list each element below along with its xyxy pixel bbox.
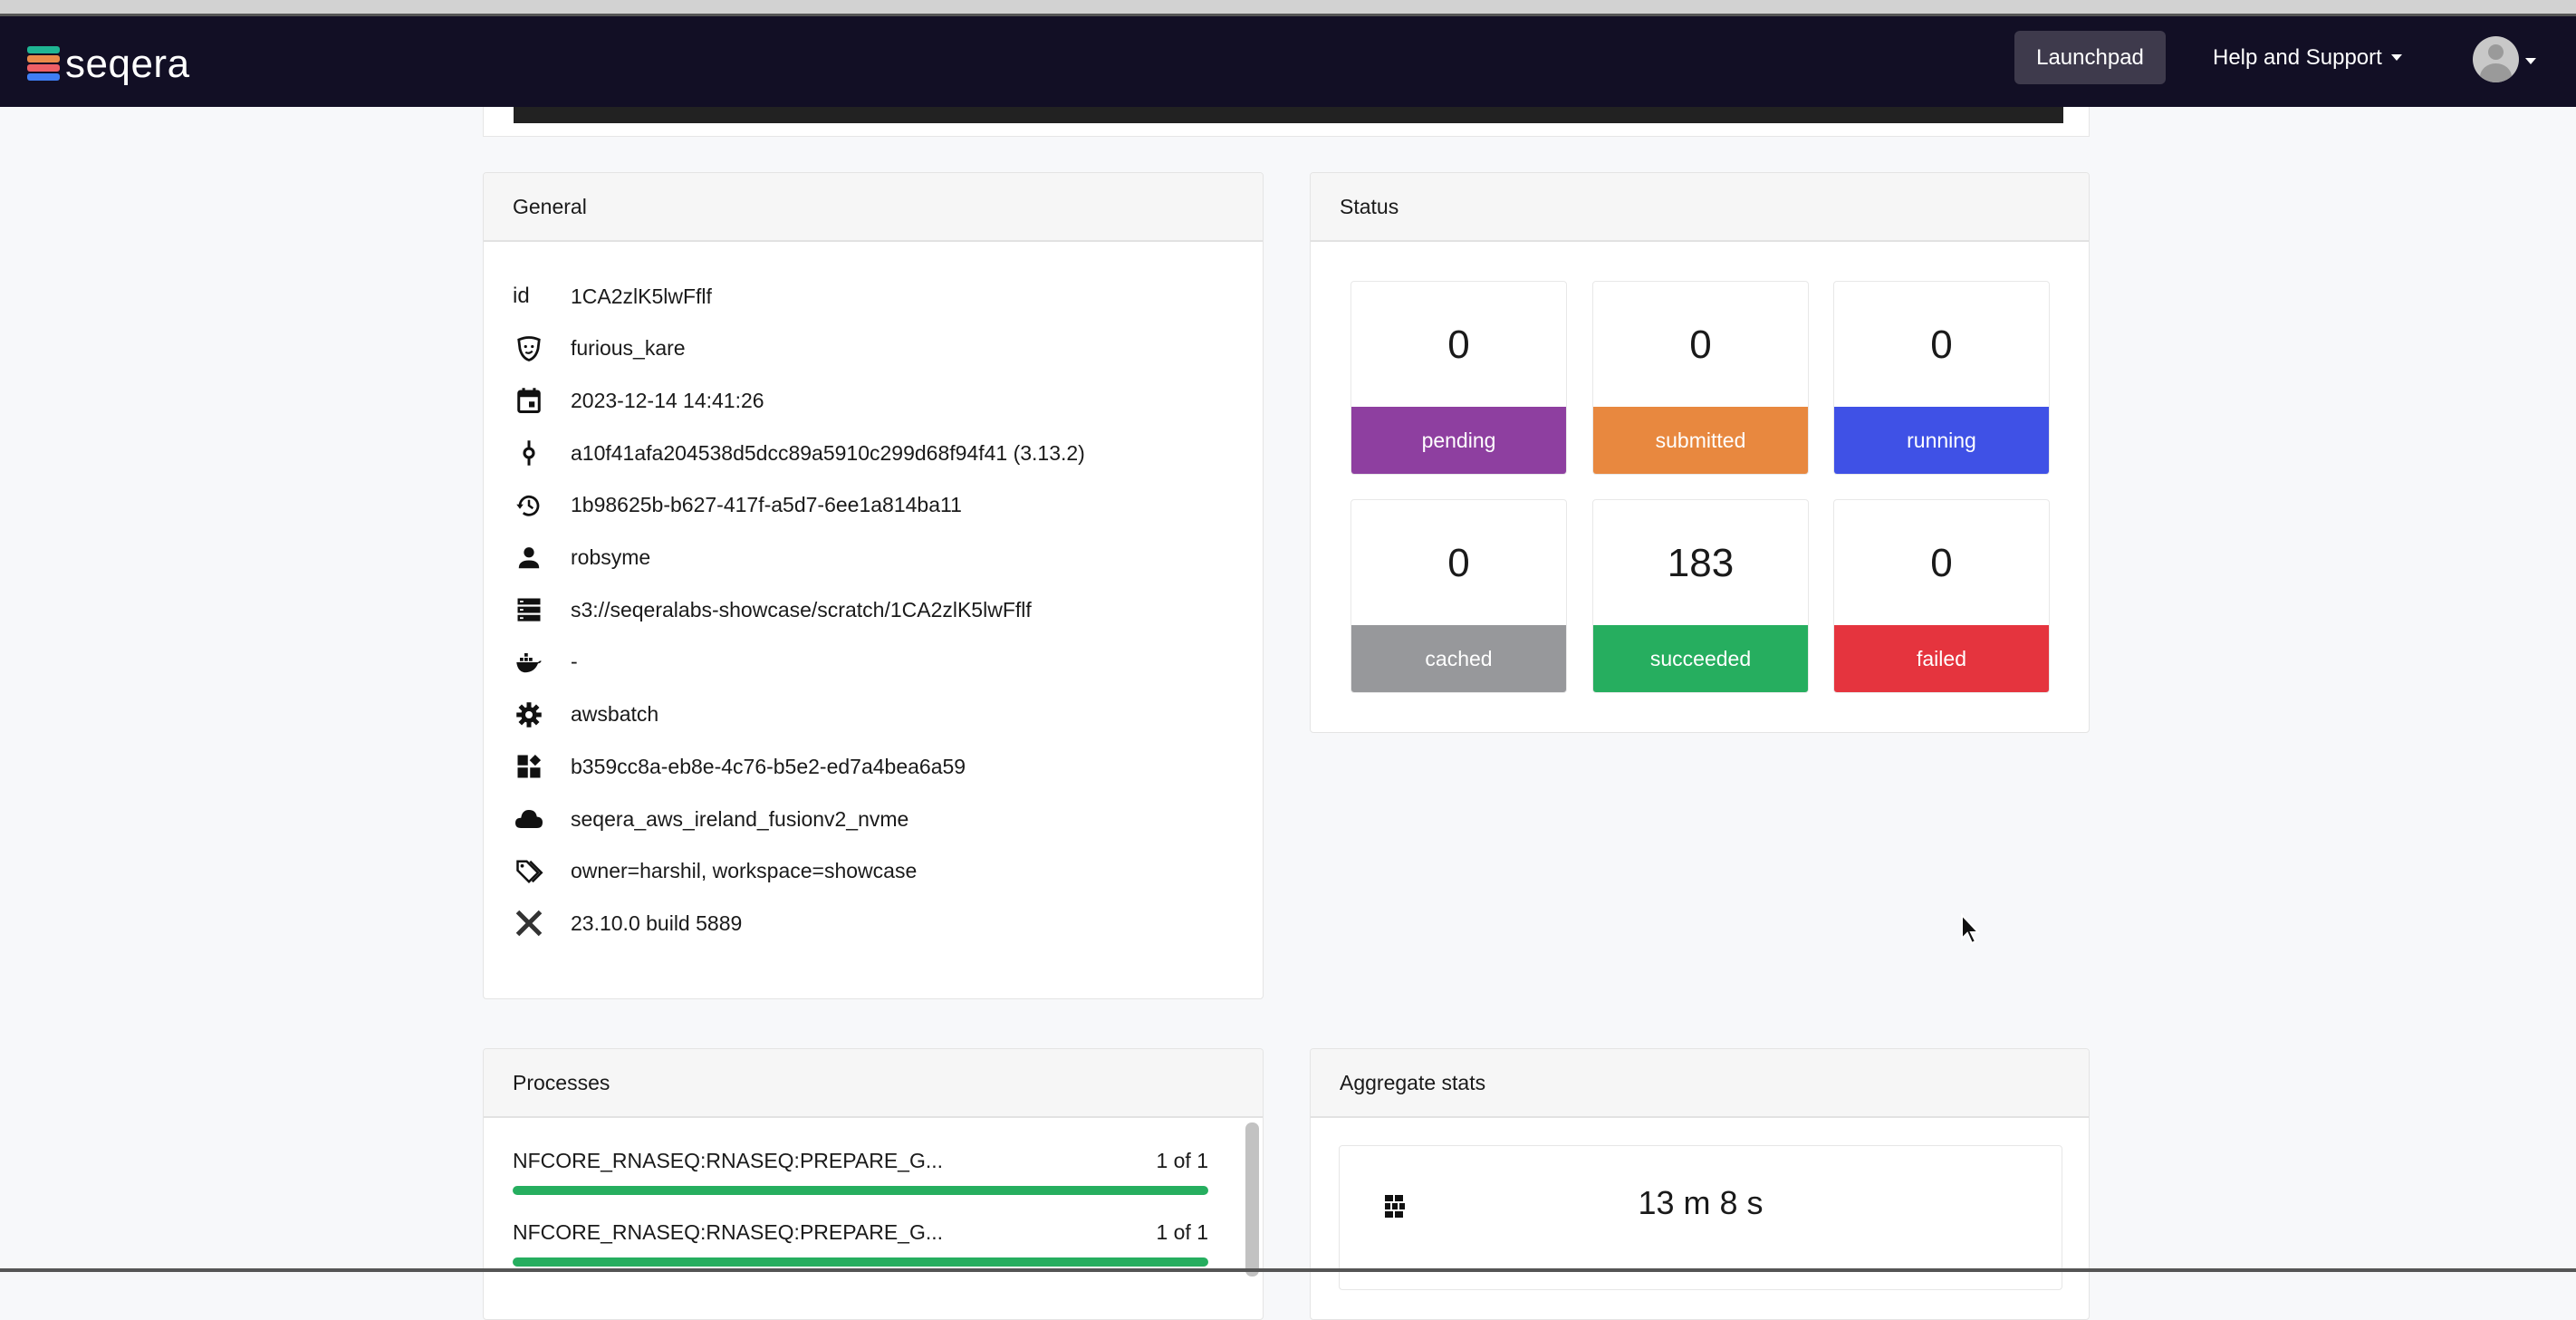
status-count: 0 bbox=[1689, 323, 1712, 367]
status-tile-succeeded[interactable]: 183 succeeded bbox=[1592, 499, 1809, 693]
status-tile-cached[interactable]: 0 cached bbox=[1350, 499, 1567, 693]
aggregate-title: Aggregate stats bbox=[1311, 1049, 2089, 1118]
wall-time-value: 13 m 8 s bbox=[1638, 1184, 1764, 1221]
docker-icon bbox=[513, 646, 545, 679]
status-label: submitted bbox=[1593, 407, 1808, 474]
storage-icon bbox=[513, 593, 545, 626]
process-name: NFCORE_RNASEQ:RNASEQ:PREPARE_G... bbox=[513, 1149, 944, 1172]
mask-icon bbox=[513, 332, 545, 365]
status-label: pending bbox=[1351, 407, 1566, 474]
general-value: awsbatch bbox=[571, 702, 659, 727]
status-count: 0 bbox=[1930, 323, 1953, 367]
process-item[interactable]: NFCORE_RNASEQ:RNASEQ:PREPARE_G... 1 of 1 bbox=[513, 1149, 1208, 1195]
seqera-logo[interactable]: seqera bbox=[27, 42, 190, 87]
launchpad-button[interactable]: Launchpad bbox=[2014, 31, 2166, 84]
processes-title: Processes bbox=[484, 1049, 1263, 1118]
status-label: succeeded bbox=[1593, 625, 1808, 692]
general-row-mask: furious_kare bbox=[513, 331, 686, 367]
calendar-icon bbox=[513, 384, 545, 417]
general-row-id: id 1CA2zlK5lwFflf bbox=[513, 278, 712, 314]
general-value: 1CA2zlK5lwFflf bbox=[571, 284, 712, 308]
window-edge bbox=[0, 1268, 2576, 1272]
processes-card: Processes NFCORE_RNASEQ:RNASEQ:PREPARE_G… bbox=[483, 1048, 1264, 1320]
process-progress-fill bbox=[513, 1186, 1208, 1195]
general-value: robsyme bbox=[571, 545, 651, 569]
status-count: 183 bbox=[1667, 541, 1735, 585]
brand-name: seqera bbox=[65, 42, 190, 86]
general-title: General bbox=[484, 173, 1263, 242]
status-tile-pending[interactable]: 0 pending bbox=[1350, 281, 1567, 475]
status-count: 0 bbox=[1930, 541, 1953, 585]
status-card: Status 0 pending 0 submitted 0 running 0 cached… bbox=[1310, 172, 2090, 733]
general-row-widgets: b359cc8a-eb8e-4c76-b5e2-ed7a4bea6a59 bbox=[513, 748, 966, 785]
process-item[interactable]: NFCORE_RNASEQ:RNASEQ:PREPARE_G... 1 of 1 bbox=[513, 1220, 1208, 1267]
status-label: running bbox=[1834, 407, 2049, 474]
cloud-icon bbox=[513, 803, 545, 835]
status-tile-running[interactable]: 0 running bbox=[1833, 281, 2050, 475]
process-progress-bar bbox=[513, 1257, 1208, 1267]
general-row-history: 1b98625b-b627-417f-a5d7-6ee1a814ba11 bbox=[513, 487, 962, 524]
log-card-bottom bbox=[483, 107, 2090, 137]
general-value: 1b98625b-b627-417f-a5d7-6ee1a814ba11 bbox=[571, 493, 962, 517]
general-row-commit: a10f41afa204538d5dcc89a5910c299d68f94f41… bbox=[513, 435, 1085, 471]
status-tile-submitted[interactable]: 0 submitted bbox=[1592, 281, 1809, 475]
general-value: a10f41afa204538d5dcc89a5910c299d68f94f41… bbox=[571, 440, 1085, 465]
wall-time-stat: 13 m 8 s bbox=[1339, 1145, 2062, 1290]
general-row-storage: s3://seqeralabs-showcase/scratch/1CA2zlK… bbox=[513, 592, 1032, 628]
id-label: id bbox=[513, 284, 530, 308]
process-count: 1 of 1 bbox=[1156, 1220, 1208, 1244]
general-row-docker: - bbox=[513, 644, 578, 680]
status-count: 0 bbox=[1447, 323, 1470, 367]
general-row-gear: awsbatch bbox=[513, 697, 658, 733]
avatar-chevron-down-icon[interactable] bbox=[2525, 58, 2536, 64]
process-progress-fill bbox=[513, 1257, 1208, 1267]
help-label: Help and Support bbox=[2213, 44, 2382, 70]
status-tile-failed[interactable]: 0 failed bbox=[1833, 499, 2050, 693]
status-label: cached bbox=[1351, 625, 1566, 692]
log-console bbox=[514, 107, 2063, 123]
general-row-cloud: seqera_aws_ireland_fusionv2_nvme bbox=[513, 801, 908, 837]
commit-icon bbox=[513, 437, 545, 469]
processes-scrollbar[interactable] bbox=[1245, 1122, 1259, 1277]
general-value: 23.10.0 build 5889 bbox=[571, 911, 743, 935]
general-value: - bbox=[571, 650, 578, 674]
widgets-icon bbox=[513, 750, 545, 783]
general-value: furious_kare bbox=[571, 336, 686, 361]
status-title: Status bbox=[1311, 173, 2089, 242]
general-card: General id 1CA2zlK5lwFflf furious_kare 2023… bbox=[483, 172, 1264, 999]
status-count: 0 bbox=[1447, 541, 1470, 585]
nextflow-icon bbox=[513, 907, 545, 939]
general-row-calendar: 2023-12-14 14:41:26 bbox=[513, 382, 764, 419]
process-progress-bar bbox=[513, 1186, 1208, 1195]
general-value: seqera_aws_ireland_fusionv2_nvme bbox=[571, 806, 909, 831]
general-value: s3://seqeralabs-showcase/scratch/1CA2zlK… bbox=[571, 597, 1032, 621]
history-icon bbox=[513, 489, 545, 522]
status-label: failed bbox=[1834, 625, 2049, 692]
avatar[interactable] bbox=[2473, 36, 2519, 82]
navbar: seqera Launchpad Help and Support bbox=[0, 16, 2576, 107]
general-value: b359cc8a-eb8e-4c76-b5e2-ed7a4bea6a59 bbox=[571, 754, 966, 778]
general-row-user: robsyme bbox=[513, 540, 650, 576]
process-count: 1 of 1 bbox=[1156, 1149, 1208, 1172]
seqera-logo-icon bbox=[27, 46, 60, 82]
gear-icon bbox=[513, 699, 545, 731]
general-row-nextflow: 23.10.0 build 5889 bbox=[513, 905, 742, 941]
general-value: owner=harshil, workspace=showcase bbox=[571, 859, 918, 883]
mouse-cursor-icon bbox=[1961, 913, 1981, 945]
wall-time-icon bbox=[1385, 1195, 1405, 1218]
browser-chrome bbox=[0, 0, 2576, 16]
general-value: 2023-12-14 14:41:26 bbox=[571, 388, 764, 412]
help-support-menu[interactable]: Help and Support bbox=[2213, 31, 2402, 84]
general-row-tags: owner=harshil, workspace=showcase bbox=[513, 853, 917, 890]
user-icon bbox=[513, 542, 545, 574]
process-name: NFCORE_RNASEQ:RNASEQ:PREPARE_G... bbox=[513, 1220, 944, 1244]
chevron-down-icon bbox=[2390, 54, 2402, 61]
tags-icon bbox=[513, 855, 545, 888]
